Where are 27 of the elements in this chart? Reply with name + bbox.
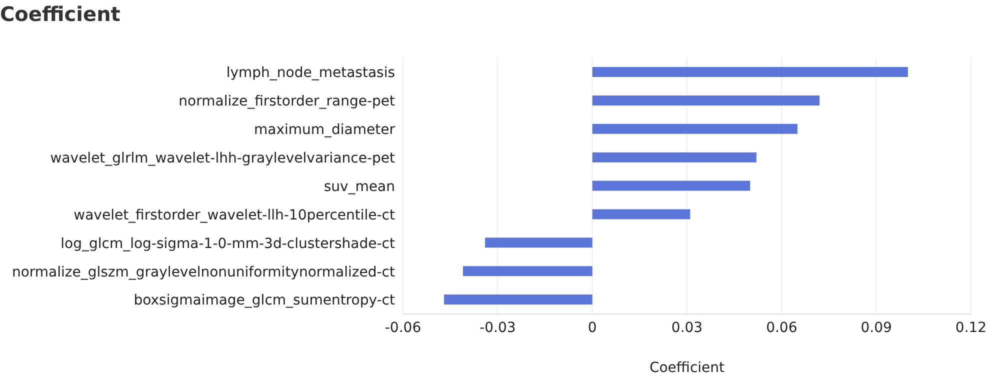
bar (444, 294, 592, 305)
bar (592, 180, 750, 191)
x-tick-label: -0.03 (480, 320, 516, 336)
x-tick-label: -0.06 (384, 320, 422, 336)
bar (592, 124, 798, 134)
x-tick-label: 0.12 (955, 320, 987, 336)
y-tick-label: wavelet_glrlm_wavelet-lhh-graylevelvariance-pet (50, 150, 396, 167)
y-tick-label: lymph_node_metastasis (226, 65, 395, 82)
x-tick-label: 0.03 (671, 320, 703, 336)
x-tick-label: 0 (588, 320, 597, 336)
x-tick-label: 0.09 (860, 320, 892, 336)
bar (592, 95, 820, 106)
y-tick-label: boxsigmaimage_glcm_sumentropy-ct (134, 292, 396, 309)
y-tick-label: normalize_glszm_graylevelnonuniformitynormalized-ct (12, 264, 396, 280)
bar (592, 152, 756, 162)
bar (462, 266, 592, 276)
text: Coefficient (0, 2, 120, 26)
y-tick-label: wavelet_firstorder_wavelet-llh-10percentile-ct (74, 207, 396, 224)
y-tick-label: maximum_diameter (254, 122, 396, 138)
x-tick-label: 0.06 (766, 320, 798, 336)
bar (592, 67, 908, 77)
y-tick-label: log_glcm_log-sigma-1-0-mm-3d-clustershade-ct (60, 236, 396, 252)
x-axis-title: Coefficient (648, 360, 726, 376)
y-tick-label: suv_mean (324, 178, 395, 195)
y-tick-label: normalize_firstorder_range-pet (178, 94, 396, 110)
bar (485, 238, 592, 248)
bar (592, 209, 690, 220)
